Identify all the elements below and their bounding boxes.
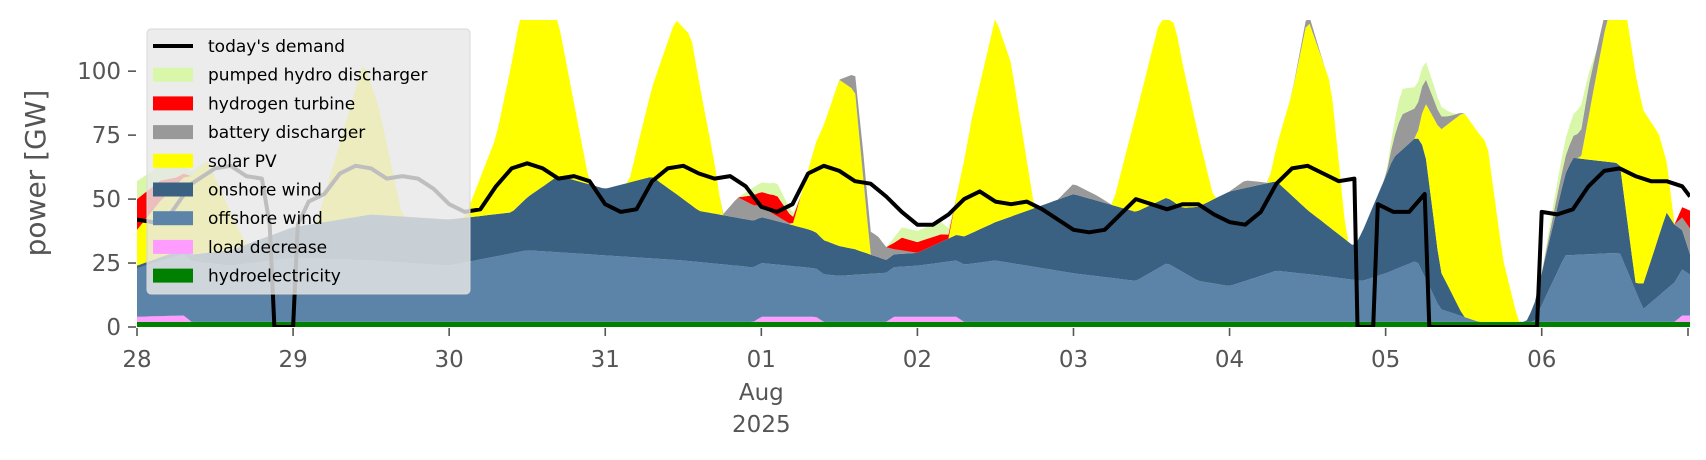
legend-label-pumped-hydro-discharger: pumped hydro discharger <box>208 66 427 86</box>
legend-swatch-pumped-hydro-discharger <box>153 67 193 82</box>
area-offshore-wind <box>137 250 1690 322</box>
y-tick-label: 0 <box>106 315 121 341</box>
x-sublabel: Aug <box>739 380 784 406</box>
y-tick-label: 50 <box>92 187 121 213</box>
y-tick-label: 25 <box>92 251 121 277</box>
area-solar-pv <box>137 20 1690 322</box>
legend-label-today-s-demand: today's demand <box>208 37 345 57</box>
legend-swatch-load-decrease <box>153 239 193 254</box>
legend: today's demand pumped hydro discharger hyd… <box>146 28 471 295</box>
area-hydroelectricity <box>137 321 1690 327</box>
legend-swatch-onshore-wind <box>153 182 193 197</box>
area-load-decrease <box>137 315 1690 322</box>
legend-label-offshore-wind: offshore wind <box>208 209 323 229</box>
x-tick-label: 04 <box>1215 347 1244 373</box>
x-tick-label: 01 <box>747 347 776 373</box>
legend-label-onshore-wind: onshore wind <box>208 181 322 201</box>
legend-box <box>146 28 471 295</box>
x-tick-label: 03 <box>1059 347 1088 373</box>
legend-label-load-decrease: load decrease <box>208 238 327 258</box>
x-sublabel: 2025 <box>732 412 791 438</box>
y-axis: 0 25 50 75 100 <box>77 59 136 341</box>
x-tick-label: 06 <box>1527 347 1556 373</box>
legend-swatch-solar-pv <box>153 153 193 168</box>
x-tick-label: 02 <box>903 347 932 373</box>
x-tick-label: 29 <box>278 347 307 373</box>
legend-swatch-hydrogen-turbine <box>153 96 193 111</box>
legend-label-hydroelectricity: hydroelectricity <box>208 267 341 287</box>
y-axis-title: power [GW] <box>19 90 52 257</box>
y-tick-label: 100 <box>77 59 121 85</box>
x-tick-label: 30 <box>435 347 464 373</box>
x-tick-label: 28 <box>122 347 151 373</box>
legend-swatch-offshore-wind <box>153 211 193 226</box>
x-tick-label: 31 <box>591 347 620 373</box>
legend-swatch-battery-discharger <box>153 125 193 140</box>
x-axis: 28 29 30 31 01 02 03 04 05 06 Aug 2025 <box>122 328 1689 438</box>
y-tick-label: 75 <box>92 123 121 149</box>
legend-swatch-hydroelectricity <box>153 268 193 283</box>
legend-label-hydrogen-turbine: hydrogen turbine <box>208 94 355 114</box>
legend-label-solar-pv: solar PV <box>208 152 277 172</box>
legend-label-battery-discharger: battery discharger <box>208 123 365 143</box>
x-tick-label: 05 <box>1371 347 1400 373</box>
